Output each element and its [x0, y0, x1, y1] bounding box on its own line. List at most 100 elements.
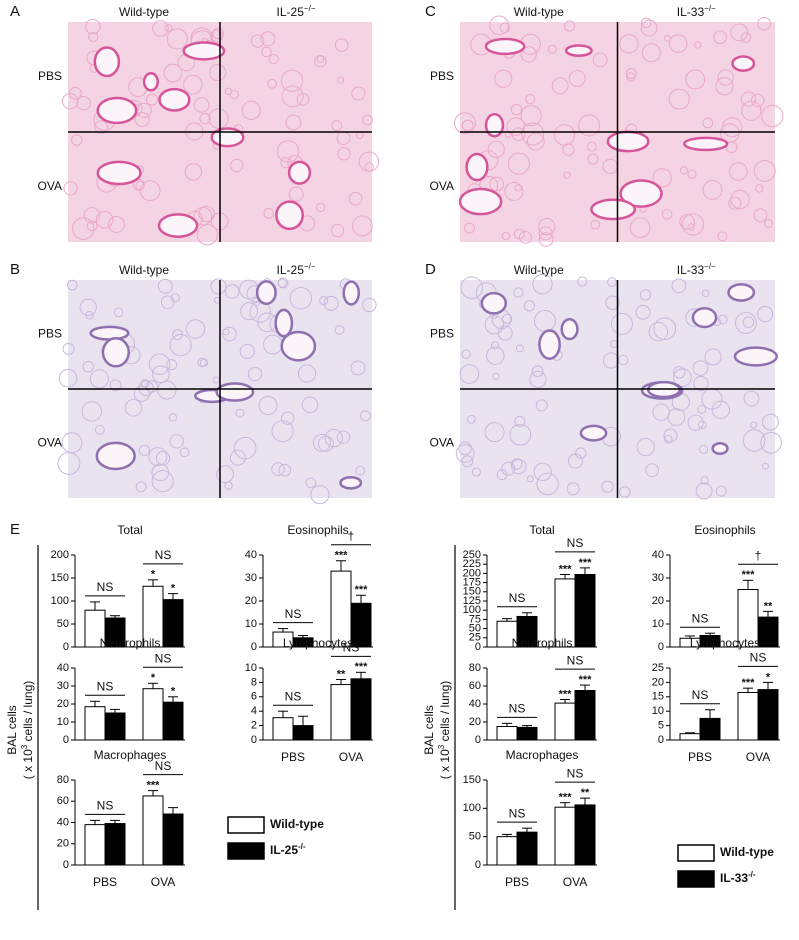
significance-star: ***: [559, 563, 573, 575]
legend-label: IL-33-/-: [720, 870, 756, 886]
comparison-label: NS: [509, 806, 526, 820]
row-label: OVA: [38, 436, 62, 450]
tissue-texture: [157, 380, 177, 400]
tissue-texture: [280, 156, 292, 169]
bar: [554, 806, 576, 866]
tissue-texture: [355, 465, 365, 476]
tissue-texture: [166, 359, 178, 371]
tissue-texture: [240, 302, 259, 321]
y-axis-label: BAL cells( x 103 cells / lung): [422, 681, 452, 780]
y-tick-label: 0: [475, 734, 481, 746]
y-tick-label: 0: [658, 641, 664, 653]
tissue-texture: [701, 289, 710, 298]
tissue-texture: [648, 321, 669, 342]
comparison-label: NS: [155, 651, 172, 665]
tissue-texture: [466, 414, 476, 424]
row-label: PBS: [38, 69, 62, 83]
tissue-texture: [679, 166, 688, 175]
tissue-texture: [164, 24, 173, 33]
significance-star: **: [337, 668, 346, 680]
tissue-texture: [667, 408, 686, 426]
comparison-label: NS: [343, 640, 360, 654]
bar: [516, 726, 538, 741]
chart-title: Neutrophils: [100, 636, 161, 650]
tissue-texture: [261, 46, 272, 58]
y-tick-label: 0: [251, 641, 257, 653]
airway: [731, 55, 756, 72]
tissue-texture: [484, 422, 505, 443]
y-tick-label: 20: [245, 595, 257, 607]
significance-star: ***: [559, 688, 573, 700]
bar: [292, 725, 314, 741]
tissue-texture: [362, 114, 373, 126]
tissue-texture: [145, 93, 159, 106]
tissue-texture: [277, 278, 287, 288]
tissue-texture: [163, 63, 183, 83]
tissue-texture: [224, 87, 233, 95]
tissue-texture: [499, 22, 511, 34]
tissue-texture: [717, 314, 728, 325]
tissue-texture: [692, 360, 709, 376]
tissue-texture: [94, 424, 105, 435]
y-tick-label: 20: [57, 698, 69, 710]
airway: [560, 317, 579, 341]
error-bar: [560, 802, 570, 808]
tissue-texture: [699, 444, 709, 455]
y-tick-label: 25: [469, 632, 481, 644]
error-bar: [743, 579, 753, 590]
tissue-texture: [247, 366, 263, 382]
tissue-texture: [511, 458, 527, 475]
tissue-texture: [348, 191, 363, 206]
tissue-texture: [86, 220, 98, 232]
tissue-texture: [577, 276, 588, 287]
y-tick-label: 20: [57, 838, 69, 850]
error-bar: [148, 682, 158, 689]
tissue-texture: [267, 78, 278, 89]
error-bar: [502, 618, 512, 622]
y-tick-label: 0: [63, 734, 69, 746]
tissue-texture: [757, 16, 772, 31]
y-tick-label: 40: [245, 549, 257, 561]
comparison-label: NS: [97, 799, 114, 813]
bar: [84, 706, 106, 741]
tissue-texture: [113, 307, 124, 318]
tissue-texture: [209, 64, 227, 82]
tissue-texture: [687, 169, 697, 179]
error-bar: [705, 632, 715, 636]
airway: [484, 112, 505, 138]
y-tick-label: 250: [463, 549, 481, 561]
tissue-texture: [455, 444, 475, 463]
tissue-texture: [507, 152, 530, 175]
legend-swatch: [677, 870, 715, 888]
bar: [699, 717, 721, 741]
tissue-texture: [362, 297, 377, 313]
tissue-texture: [268, 53, 279, 65]
tissue-texture: [169, 434, 184, 449]
chart-title: Neutrophils: [512, 636, 573, 650]
tissue-texture: [761, 462, 769, 470]
tissue-texture: [663, 434, 673, 444]
tissue-texture: [336, 76, 345, 84]
tissue-texture: [764, 219, 773, 228]
tissue-texture: [538, 218, 556, 236]
tissue-texture: [124, 399, 143, 417]
tissue-texture: [148, 353, 171, 375]
tissue-texture: [619, 34, 639, 54]
tissue-texture: [533, 462, 552, 482]
y-tick-label: 0: [63, 641, 69, 653]
significance-star: ***: [147, 780, 161, 792]
tissue-texture: [568, 70, 586, 87]
tissue-texture: [702, 180, 723, 200]
tissue-texture: [717, 69, 734, 86]
airway: [339, 476, 363, 490]
significance-star: ***: [559, 792, 573, 804]
tissue-texture: [753, 159, 776, 182]
tissue-texture: [661, 209, 673, 220]
tissue-texture: [504, 130, 512, 138]
tissue-texture: [704, 348, 722, 366]
y-tick-label: 10: [57, 716, 69, 728]
bar: [757, 689, 779, 741]
tissue-texture: [229, 89, 240, 100]
legend-label-part: -/-: [298, 842, 306, 851]
tissue-texture: [323, 295, 339, 311]
